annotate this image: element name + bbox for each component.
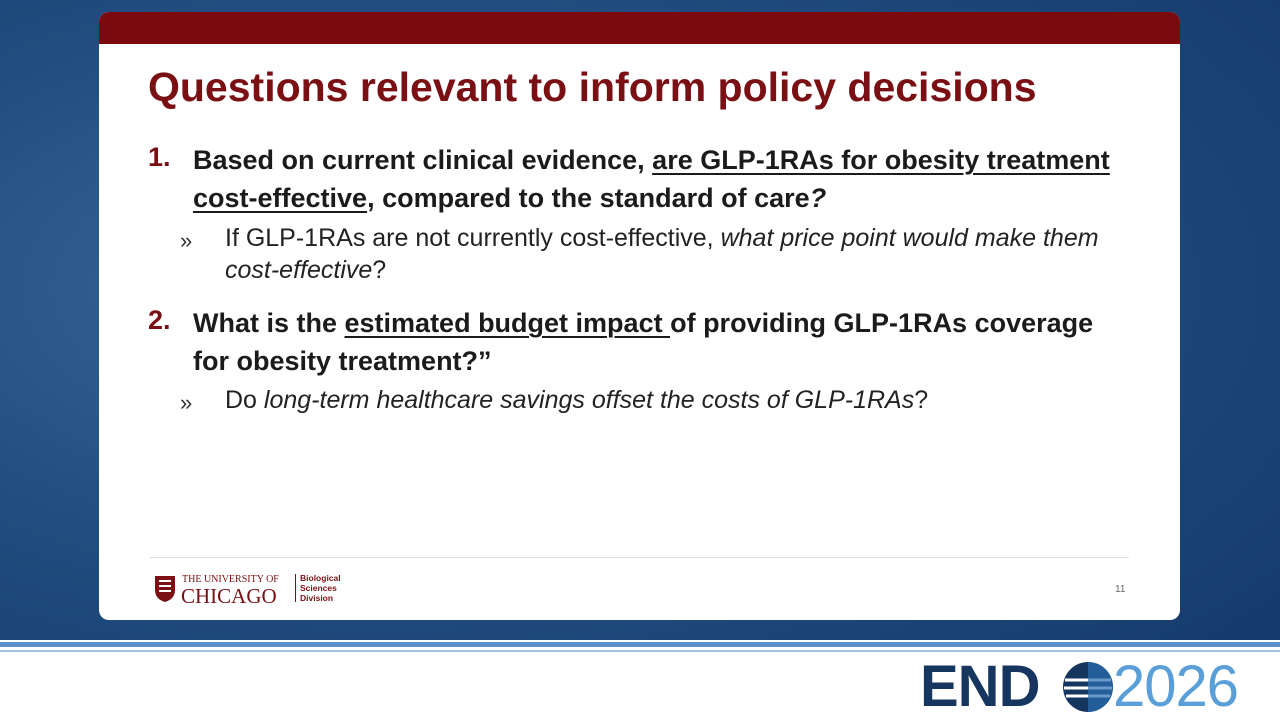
text-run: ? xyxy=(914,386,929,414)
logo-division: Biological Sciences Division xyxy=(300,573,341,603)
logo-line1: THE UNIVERSITY OF xyxy=(182,574,279,585)
sub-bullet: » xyxy=(180,228,193,253)
logo-line2: CHICAGO xyxy=(181,584,277,608)
brand-left: END xyxy=(920,654,1040,719)
division-line: Division xyxy=(300,593,334,603)
text-run: are GLP-1RAs for obesity treatment cost-… xyxy=(193,145,1110,213)
brand-right: 2026 xyxy=(1113,654,1239,719)
text-run: ? xyxy=(809,183,827,213)
item-number: 1. xyxy=(148,142,171,172)
header-band xyxy=(99,12,1180,44)
division-line: Biological xyxy=(300,573,341,583)
text-run: ? xyxy=(372,256,387,284)
text-run: If GLP-1RAs are not currently cost-effec… xyxy=(225,224,721,252)
banner-stripe xyxy=(0,642,1280,647)
slide-card: Questions relevant to inform policy deci… xyxy=(99,12,1180,620)
item-text: Based on current clinical evidence, are … xyxy=(193,141,1123,217)
banner-stripe xyxy=(0,650,1280,652)
item-number: 2. xyxy=(148,305,171,335)
brand-globe xyxy=(1063,662,1113,712)
slide-title: Questions relevant to inform policy deci… xyxy=(148,64,1037,110)
logo-divider xyxy=(295,574,296,602)
text-run: of providing GLP-1RAs coverage for obesi… xyxy=(193,308,1094,376)
logo-shield xyxy=(155,576,175,602)
text-run: long-term healthcare savings offset the … xyxy=(263,386,915,414)
text-run: what price point would make them cost-ef… xyxy=(225,224,1099,284)
item-text: What is the estimated budget impact of p… xyxy=(193,304,1123,380)
bottom-banner: END 2026 xyxy=(0,640,1280,720)
text-run: What is the xyxy=(193,308,345,338)
page-number: 11 xyxy=(1115,584,1126,595)
sub-text: Do long-term healthcare savings offset t… xyxy=(225,384,1105,416)
text-run: , compared to the standard of care xyxy=(367,183,810,213)
sub-bullet: » xyxy=(180,390,193,415)
sub-text: If GLP-1RAs are not currently cost-effec… xyxy=(225,222,1105,286)
footer-rule xyxy=(150,557,1129,558)
division-line: Sciences xyxy=(300,583,337,593)
text-run: Based on current clinical evidence, xyxy=(193,145,653,175)
text-run: estimated budget impact xyxy=(344,308,671,338)
text-run: Do xyxy=(225,386,264,414)
